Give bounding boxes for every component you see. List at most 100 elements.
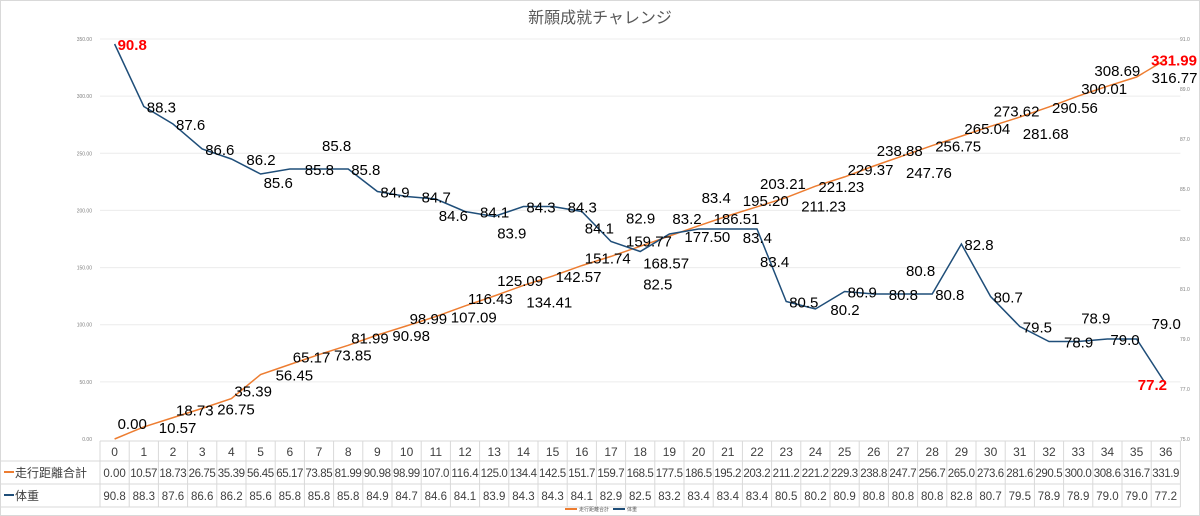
data-label: 308.69 (1094, 63, 1140, 80)
right-axis-tick-label: 77.0 (1180, 387, 1190, 393)
table-cell: 186.5 (685, 468, 712, 480)
table-cell: 125.0 (481, 468, 508, 480)
table-cell: 168.5 (627, 468, 654, 480)
data-label: 73.85 (334, 348, 372, 365)
table-cell: 77.2 (1155, 491, 1177, 503)
category-label: 5 (257, 445, 264, 459)
left-axis-tick-label: 150.00 (77, 266, 93, 272)
gridlines (100, 38, 1181, 383)
data-label: 80.8 (889, 287, 918, 304)
category-label: 29 (955, 445, 969, 459)
table-cell: 79.0 (1096, 491, 1118, 503)
category-label: 22 (750, 445, 764, 459)
category-label: 35 (1130, 445, 1144, 459)
left-axis-tick-label: 250.00 (77, 151, 93, 157)
data-label: 56.45 (276, 367, 314, 384)
data-label: 203.21 (760, 176, 806, 193)
table-cell: 82.5 (629, 491, 651, 503)
table-cell: 82.8 (950, 491, 972, 503)
data-label: 81.99 (351, 330, 389, 347)
data-label: 80.9 (848, 285, 877, 302)
table-cell: 229.3 (831, 468, 858, 480)
data-label: 84.3 (568, 200, 597, 217)
data-label: 300.01 (1081, 81, 1127, 98)
table-cell: 82.9 (600, 491, 622, 503)
data-label: 84.1 (480, 205, 509, 222)
table-row-header: 体重 (15, 489, 39, 503)
category-label: 17 (604, 445, 618, 459)
table-cell: 78.9 (1067, 491, 1089, 503)
data-table: 0 1 2 3 4 5 6 7 8 9 10 11 12 13 14 15 16 17 18 19 20 21 22 23 24… (0, 440, 1181, 508)
data-label: 331.99 (1151, 53, 1197, 70)
table-cell: 90.8 (103, 491, 125, 503)
data-label: 281.68 (1023, 126, 1069, 143)
table-row-header: 走行距離合計 (15, 465, 87, 480)
table-cell: 316.7 (1123, 468, 1150, 480)
table-cell: 84.3 (541, 491, 563, 503)
data-label: 107.09 (451, 310, 497, 327)
data-label: 26.75 (217, 401, 255, 418)
data-label: 85.6 (264, 175, 293, 192)
table-cell: 35.39 (218, 468, 245, 480)
table-cell: 300.0 (1065, 468, 1092, 480)
left-axis-tick-label: 300.00 (77, 94, 93, 100)
data-label: 168.57 (643, 255, 689, 272)
right-axis-tick-label: 87.0 (1180, 137, 1190, 143)
data-label: 83.4 (760, 254, 789, 271)
category-label: 25 (838, 445, 852, 459)
data-label: 85.8 (351, 162, 380, 179)
category-label: 16 (575, 445, 589, 459)
table-cell: 116.4 (451, 468, 479, 480)
category-label: 2 (170, 445, 177, 459)
data-label: 116.43 (468, 291, 513, 308)
data-label: 77.2 (1138, 377, 1167, 394)
table-cell: 195.2 (714, 468, 741, 480)
data-label: 18.73 (176, 403, 214, 420)
data-label: 84.9 (380, 185, 409, 202)
data-label: 0.00 (118, 416, 147, 433)
table-cell: 86.2 (220, 491, 242, 503)
table-cell: 265.0 (948, 468, 975, 480)
category-label: 11 (430, 445, 443, 459)
table-cell: 211.2 (773, 468, 800, 480)
table-cell: 83.4 (717, 491, 740, 503)
table-cell: 221.2 (802, 468, 829, 480)
table-cell: 73.85 (305, 468, 332, 480)
table-cell: 80.9 (833, 491, 855, 503)
category-label: 4 (228, 445, 235, 459)
category-label: 19 (663, 445, 677, 459)
data-label: 82.8 (964, 237, 993, 254)
category-label: 9 (374, 445, 381, 459)
table-cell: 78.9 (1038, 491, 1060, 503)
table-cell: 85.6 (249, 491, 271, 503)
category-label: 20 (692, 445, 706, 459)
data-label: 142.57 (556, 269, 602, 286)
data-label: 88.3 (147, 100, 176, 117)
series-line-1 (113, 43, 1167, 385)
category-label: 36 (1159, 445, 1173, 459)
data-label: 84.6 (439, 208, 468, 225)
table-cell: 85.8 (337, 491, 359, 503)
legend: 走行距離合計 体重 (565, 506, 637, 513)
category-label: 27 (896, 445, 910, 459)
table-cell: 79.0 (1125, 491, 1147, 503)
data-label: 87.6 (176, 117, 205, 134)
table-cell: 0.00 (103, 468, 125, 480)
data-label: 86.6 (205, 142, 234, 159)
data-label: 86.2 (246, 152, 275, 169)
data-label: 316.77 (1152, 70, 1198, 87)
data-label: 78.9 (1064, 335, 1093, 352)
data-label: 84.7 (422, 190, 451, 207)
table-cell: 90.98 (364, 468, 391, 480)
data-label: 90.8 (118, 37, 147, 54)
data-label: 65.17 (293, 350, 331, 367)
table-cell: 151.7 (568, 468, 595, 480)
data-label: 134.41 (526, 294, 572, 311)
data-label: 85.8 (322, 138, 351, 155)
data-label: 80.8 (935, 287, 964, 304)
category-label: 26 (867, 445, 881, 459)
table-cell: 98.99 (393, 468, 420, 480)
data-label: 290.56 (1052, 100, 1098, 117)
right-axis-tick-label: 89.0 (1180, 87, 1190, 93)
